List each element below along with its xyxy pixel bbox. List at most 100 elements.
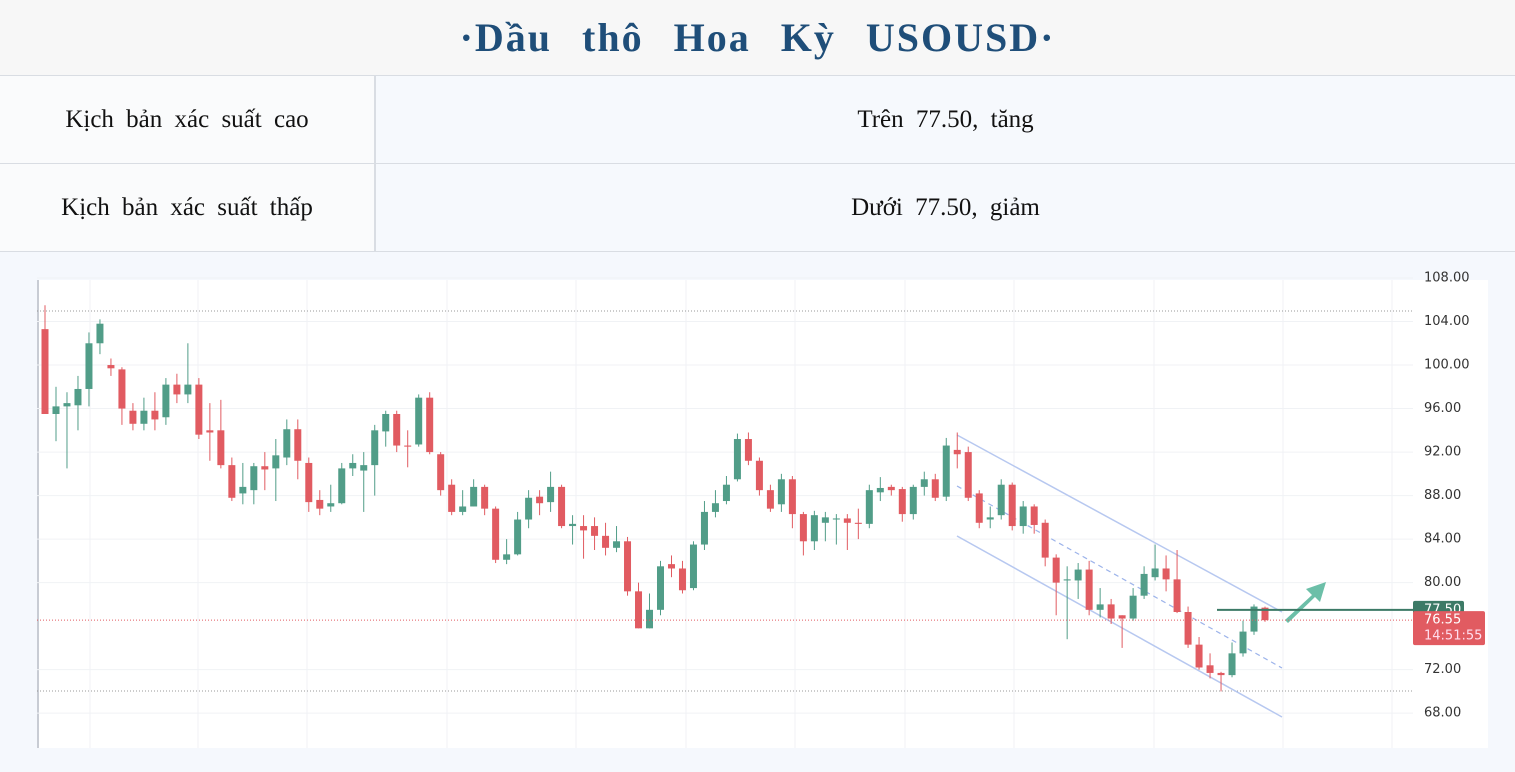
candle-body xyxy=(173,384,181,395)
candle-body xyxy=(1019,506,1027,527)
y-tick-label: 84.00 xyxy=(1424,532,1461,547)
candle-body xyxy=(195,384,203,435)
candle-body xyxy=(437,454,445,491)
candle-body xyxy=(602,535,610,548)
candle-body xyxy=(151,410,159,420)
candle-body xyxy=(1195,644,1203,668)
candle-body xyxy=(52,406,60,414)
candle-body xyxy=(1151,568,1159,578)
candle-body xyxy=(283,429,291,458)
candle-body xyxy=(316,499,324,509)
candle-body xyxy=(700,511,708,545)
candle-body xyxy=(305,462,313,503)
candle-body xyxy=(624,541,632,592)
marks xyxy=(41,305,1269,692)
candle-body xyxy=(360,465,368,471)
candle-body xyxy=(41,329,49,414)
candle-body xyxy=(85,343,93,389)
y-tick-label: 104.00 xyxy=(1424,314,1470,329)
candle-body xyxy=(1250,606,1258,632)
candle-body xyxy=(514,519,522,555)
candle-body xyxy=(503,554,511,560)
cell: Kịch bản xác suất cao xyxy=(0,76,376,164)
candle-body xyxy=(656,566,664,610)
candle-body xyxy=(459,506,467,512)
chart: 108.00 104.00 100.00 96.00 92.00 88.00 84.00 80… xyxy=(37,271,1488,748)
candle-body xyxy=(854,522,862,524)
candle-body xyxy=(239,486,247,494)
candle-body xyxy=(920,479,928,487)
candle-body xyxy=(1162,568,1170,580)
candle-body xyxy=(788,479,796,515)
candle-body xyxy=(349,462,357,469)
candle-body xyxy=(635,591,643,629)
grid xyxy=(37,277,1413,748)
channel-line xyxy=(956,535,1283,718)
candle-body xyxy=(250,466,258,491)
candle-body xyxy=(722,484,730,502)
candle-body xyxy=(975,493,983,523)
candle-body xyxy=(261,466,269,470)
candle-body xyxy=(1184,612,1192,645)
candle-body xyxy=(371,430,379,466)
row: Kịch bản xác suất cao Trên 77.50, tăng xyxy=(0,76,1515,164)
candle-body xyxy=(843,518,851,523)
candle-body xyxy=(810,515,818,542)
candle-body xyxy=(547,486,555,503)
candle-body xyxy=(525,497,533,520)
y-tick-label: 72.00 xyxy=(1424,662,1461,677)
candle-body xyxy=(470,486,478,507)
candle-body xyxy=(1261,607,1269,621)
candle-body xyxy=(217,430,225,466)
candle-body xyxy=(426,397,434,453)
candle-body xyxy=(953,449,961,455)
row: Kịch bản xác suất thấp Dưới 77.50, giảm xyxy=(0,163,1515,252)
candle-body xyxy=(272,455,280,469)
candle-body xyxy=(327,503,335,507)
y-tick-label: 68.00 xyxy=(1424,706,1461,721)
candle-body xyxy=(832,518,840,520)
plot-bg xyxy=(37,280,1488,748)
candle-body xyxy=(646,609,654,629)
candle-body xyxy=(382,413,390,432)
candle-body xyxy=(689,544,697,589)
candle-body xyxy=(1206,665,1214,673)
y-tick-label: 80.00 xyxy=(1424,575,1461,590)
candle-body xyxy=(1041,522,1049,558)
candle-body xyxy=(1030,506,1038,525)
candle-body xyxy=(404,445,412,447)
candle-body xyxy=(1217,672,1225,676)
candle-body xyxy=(1129,595,1137,619)
candle-body xyxy=(733,439,741,480)
candle-body xyxy=(711,503,719,512)
y-tick-label: 88.00 xyxy=(1424,488,1461,503)
candle-body xyxy=(1173,579,1181,613)
scenario-table: Kịch bản xác suất cao Trên 77.50, tăng Kị… xyxy=(0,76,1515,252)
candle-body xyxy=(591,526,599,536)
candle-body xyxy=(580,526,588,531)
candle-body xyxy=(613,541,621,548)
candle-body xyxy=(393,413,401,446)
candle-body xyxy=(766,490,774,509)
candle-body xyxy=(228,465,236,498)
candle-body xyxy=(338,468,346,504)
candle-body xyxy=(1096,604,1104,610)
candle-body xyxy=(492,508,500,560)
candle-body xyxy=(997,484,1005,516)
cell: Dưới 77.50, giảm xyxy=(375,163,1515,252)
candle-body xyxy=(876,487,884,493)
candle-body xyxy=(129,410,137,424)
candle-body xyxy=(63,403,71,407)
candle-body xyxy=(678,568,686,591)
candle-body xyxy=(1140,573,1148,596)
candle-body xyxy=(865,490,873,524)
candle-body xyxy=(481,486,489,509)
candle-body xyxy=(1239,631,1247,654)
header: ·Dầu thô Hoa Kỳ USOUSD· xyxy=(0,0,1515,76)
cell: Kịch bản xác suất thấp xyxy=(0,163,376,252)
candle-body xyxy=(107,365,115,369)
arrow xyxy=(1285,582,1326,623)
y-tick-label: 108.00 xyxy=(1424,271,1470,286)
candle-body xyxy=(415,397,423,445)
